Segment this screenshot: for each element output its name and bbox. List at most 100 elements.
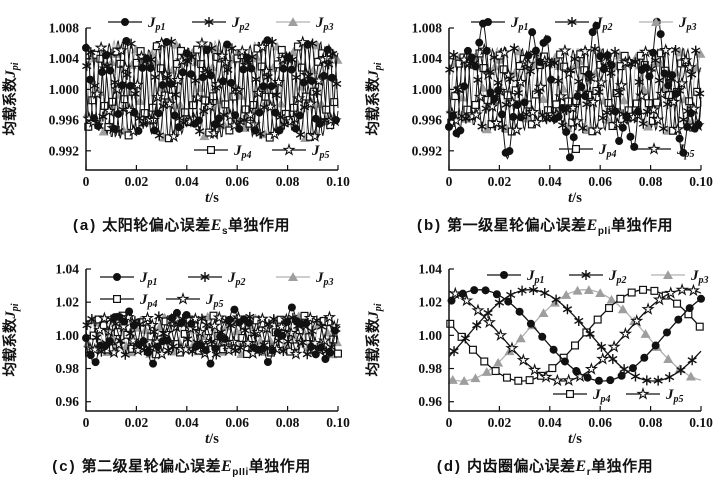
- y-axis-label: 均载系数Jpi: [1, 62, 21, 135]
- caption-c-prefix: (c): [52, 458, 77, 475]
- square-marker-icon: [277, 45, 286, 54]
- circle-marker-icon: [448, 111, 457, 120]
- star-marker-icon: [193, 325, 207, 338]
- star-marker-icon: [646, 102, 661, 116]
- circle-marker-icon: [500, 271, 508, 279]
- star-marker-icon: [251, 86, 265, 99]
- star-marker-icon: [578, 44, 592, 57]
- legend-label-Jp5: Jp5: [205, 292, 224, 310]
- asterisk-marker-icon: [302, 349, 312, 360]
- star-marker-icon: [590, 122, 604, 136]
- triangle-marker-icon: [477, 82, 488, 92]
- asterisk-marker-icon: [678, 114, 689, 125]
- triangle-marker-icon: [288, 17, 298, 26]
- asterisk-marker-icon: [585, 328, 595, 339]
- legend-label-Jp3: Jp3: [678, 15, 697, 33]
- star-marker-icon: [255, 312, 270, 325]
- x-tick-label: 0.04: [538, 415, 562, 430]
- y-axis-label: 均载系数Jpi: [364, 62, 384, 135]
- circle-marker-icon: [174, 123, 183, 132]
- asterisk-marker-icon: [614, 87, 624, 98]
- circle-marker-icon: [572, 367, 581, 376]
- triangle-marker-icon: [651, 17, 661, 26]
- circle-marker-icon: [113, 273, 121, 281]
- asterisk-marker-icon: [204, 17, 214, 27]
- y-axis-label: 均载系数Jpi: [1, 303, 21, 376]
- circle-marker-icon: [219, 77, 228, 86]
- chart-d: 0.96 0.98 1.00 1.02 1.04 0 0.02 0.04 0.06 0.08 0.1…: [364, 262, 713, 448]
- tick-marks: [85, 268, 339, 411]
- triangle-marker-icon: [322, 327, 333, 337]
- star-marker-icon: [94, 40, 108, 54]
- circle-marker-icon: [547, 75, 556, 84]
- circle-marker-icon: [686, 109, 695, 118]
- x-tick-label: 0.06: [225, 174, 249, 189]
- circle-marker-icon: [323, 45, 332, 54]
- star-marker-icon: [652, 292, 667, 306]
- triangle-marker-icon: [481, 367, 492, 376]
- legend-label-Jp5: Jp5: [676, 142, 695, 160]
- triangle-marker-icon: [602, 114, 613, 124]
- legend-label-Jp4: Jp4: [139, 292, 158, 310]
- circle-marker-icon: [303, 40, 312, 49]
- caption-d-text: 内齿圈偏心误差: [467, 458, 576, 475]
- circle-marker-icon: [196, 341, 205, 350]
- triangle-marker-icon: [199, 131, 210, 141]
- square-marker-icon: [531, 90, 540, 99]
- caption-b-suffix: 单独作用: [611, 217, 674, 234]
- star-marker-icon: [485, 99, 499, 113]
- circle-marker-icon: [299, 78, 308, 87]
- circle-marker-icon: [622, 112, 631, 121]
- y-tick-label: 0.96: [55, 394, 79, 409]
- circle-marker-icon: [206, 359, 215, 368]
- circle-marker-icon: [230, 305, 239, 314]
- circle-marker-icon: [122, 36, 131, 45]
- circle-marker-icon: [149, 359, 158, 368]
- triangle-marker-icon: [538, 94, 549, 103]
- star-marker-icon: [107, 345, 121, 359]
- circle-marker-icon: [263, 36, 272, 45]
- asterisk-marker-icon: [307, 326, 317, 337]
- circle-marker-icon: [144, 348, 153, 357]
- asterisk-marker-icon: [110, 77, 120, 88]
- square-marker-icon: [639, 285, 648, 294]
- circle-marker-icon: [494, 86, 503, 95]
- circle-marker-icon: [319, 71, 328, 80]
- circle-marker-icon: [524, 51, 533, 60]
- y-tick-label: 0.996: [412, 113, 443, 128]
- circle-marker-icon: [102, 51, 111, 60]
- chart-b: 0.992 0.996 1.000 1.004 1.008 0 0.02 0.04 0.06 0.…: [364, 15, 713, 206]
- circle-marker-icon: [94, 121, 103, 130]
- caption-a-suffix: 单独作用: [228, 217, 291, 234]
- circle-marker-icon: [227, 78, 236, 87]
- circle-marker-icon: [581, 92, 590, 101]
- circle-marker-icon: [259, 344, 268, 353]
- x-tick-label: 0.08: [639, 415, 663, 430]
- legend-row-1: Jp1 Jp2 Jp3: [471, 15, 697, 33]
- triangle-marker-icon: [583, 285, 594, 294]
- square-marker-icon: [650, 286, 659, 295]
- circle-marker-icon: [330, 326, 339, 335]
- asterisk-marker-icon: [251, 74, 261, 85]
- asterisk-marker-icon: [477, 121, 487, 132]
- star-marker-icon: [207, 318, 222, 332]
- circle-marker-icon: [482, 46, 491, 55]
- circle-marker-icon: [558, 103, 567, 112]
- circle-marker-icon: [105, 337, 114, 346]
- asterisk-marker-icon: [473, 74, 483, 85]
- plot-series: [445, 17, 706, 162]
- x-tick-label: 0.02: [125, 174, 149, 189]
- circle-marker-icon: [685, 304, 694, 313]
- asterisk-marker-icon: [259, 102, 269, 113]
- asterisk-marker-icon: [278, 346, 288, 357]
- circle-marker-icon: [223, 40, 232, 49]
- star-marker-icon: [497, 45, 512, 59]
- asterisk-marker-icon: [654, 75, 665, 86]
- star-marker-icon: [679, 53, 693, 67]
- circle-marker-icon: [584, 70, 593, 79]
- asterisk-marker-icon: [120, 349, 130, 360]
- circle-marker-icon: [138, 63, 147, 72]
- circle-marker-icon: [150, 126, 159, 135]
- asterisk-marker-icon: [460, 333, 471, 344]
- circle-marker-icon: [460, 82, 469, 91]
